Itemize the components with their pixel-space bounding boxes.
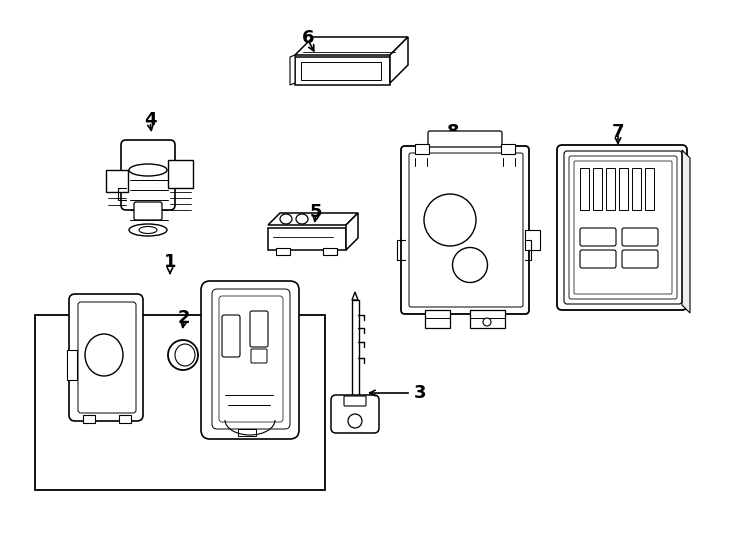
FancyBboxPatch shape — [622, 250, 658, 268]
FancyBboxPatch shape — [222, 315, 240, 357]
Bar — [415, 144, 429, 154]
Bar — [323, 248, 337, 255]
Text: 5: 5 — [310, 203, 322, 221]
Ellipse shape — [175, 344, 195, 366]
Polygon shape — [525, 230, 540, 250]
Ellipse shape — [85, 334, 123, 376]
Polygon shape — [470, 310, 505, 328]
Text: 6: 6 — [302, 29, 314, 47]
Ellipse shape — [424, 194, 476, 246]
Bar — [276, 248, 290, 255]
Text: 7: 7 — [611, 123, 624, 141]
Text: 3: 3 — [414, 384, 426, 402]
Polygon shape — [425, 310, 450, 328]
Ellipse shape — [483, 318, 491, 326]
Polygon shape — [346, 213, 358, 250]
Ellipse shape — [129, 164, 167, 176]
Ellipse shape — [348, 414, 362, 428]
FancyBboxPatch shape — [201, 281, 299, 439]
FancyBboxPatch shape — [134, 202, 162, 220]
Text: 2: 2 — [178, 309, 190, 327]
Bar — [593, 168, 602, 210]
Ellipse shape — [452, 247, 487, 282]
Polygon shape — [295, 37, 408, 55]
FancyBboxPatch shape — [69, 294, 143, 421]
Ellipse shape — [129, 224, 167, 236]
Bar — [301, 62, 381, 80]
FancyBboxPatch shape — [344, 396, 366, 406]
Bar — [580, 168, 589, 210]
Ellipse shape — [296, 214, 308, 224]
Ellipse shape — [168, 340, 198, 370]
FancyBboxPatch shape — [428, 131, 502, 147]
Text: 1: 1 — [164, 253, 176, 271]
Polygon shape — [290, 55, 295, 85]
Bar — [501, 144, 515, 154]
Polygon shape — [682, 150, 690, 313]
Bar — [238, 429, 256, 436]
Bar — [268, 228, 346, 250]
Ellipse shape — [280, 214, 292, 224]
Bar — [35, 315, 325, 490]
Polygon shape — [268, 213, 358, 225]
Bar — [83, 415, 95, 423]
Bar — [606, 168, 615, 210]
FancyBboxPatch shape — [250, 311, 268, 347]
Bar — [352, 300, 359, 400]
FancyBboxPatch shape — [251, 349, 267, 363]
FancyBboxPatch shape — [557, 145, 687, 310]
Text: 8: 8 — [447, 123, 459, 141]
Bar — [67, 350, 77, 380]
Polygon shape — [352, 292, 358, 300]
Bar — [295, 57, 390, 85]
Bar — [168, 160, 193, 188]
FancyBboxPatch shape — [580, 250, 616, 268]
FancyBboxPatch shape — [580, 228, 616, 246]
Bar — [106, 170, 128, 192]
Bar — [645, 168, 654, 210]
FancyBboxPatch shape — [121, 140, 175, 210]
FancyBboxPatch shape — [331, 395, 379, 433]
Text: 4: 4 — [144, 111, 156, 129]
Bar — [119, 415, 131, 423]
Bar — [619, 168, 628, 210]
FancyBboxPatch shape — [622, 228, 658, 246]
Polygon shape — [390, 37, 408, 83]
Ellipse shape — [139, 226, 157, 233]
FancyBboxPatch shape — [401, 146, 529, 314]
Bar — [632, 168, 641, 210]
